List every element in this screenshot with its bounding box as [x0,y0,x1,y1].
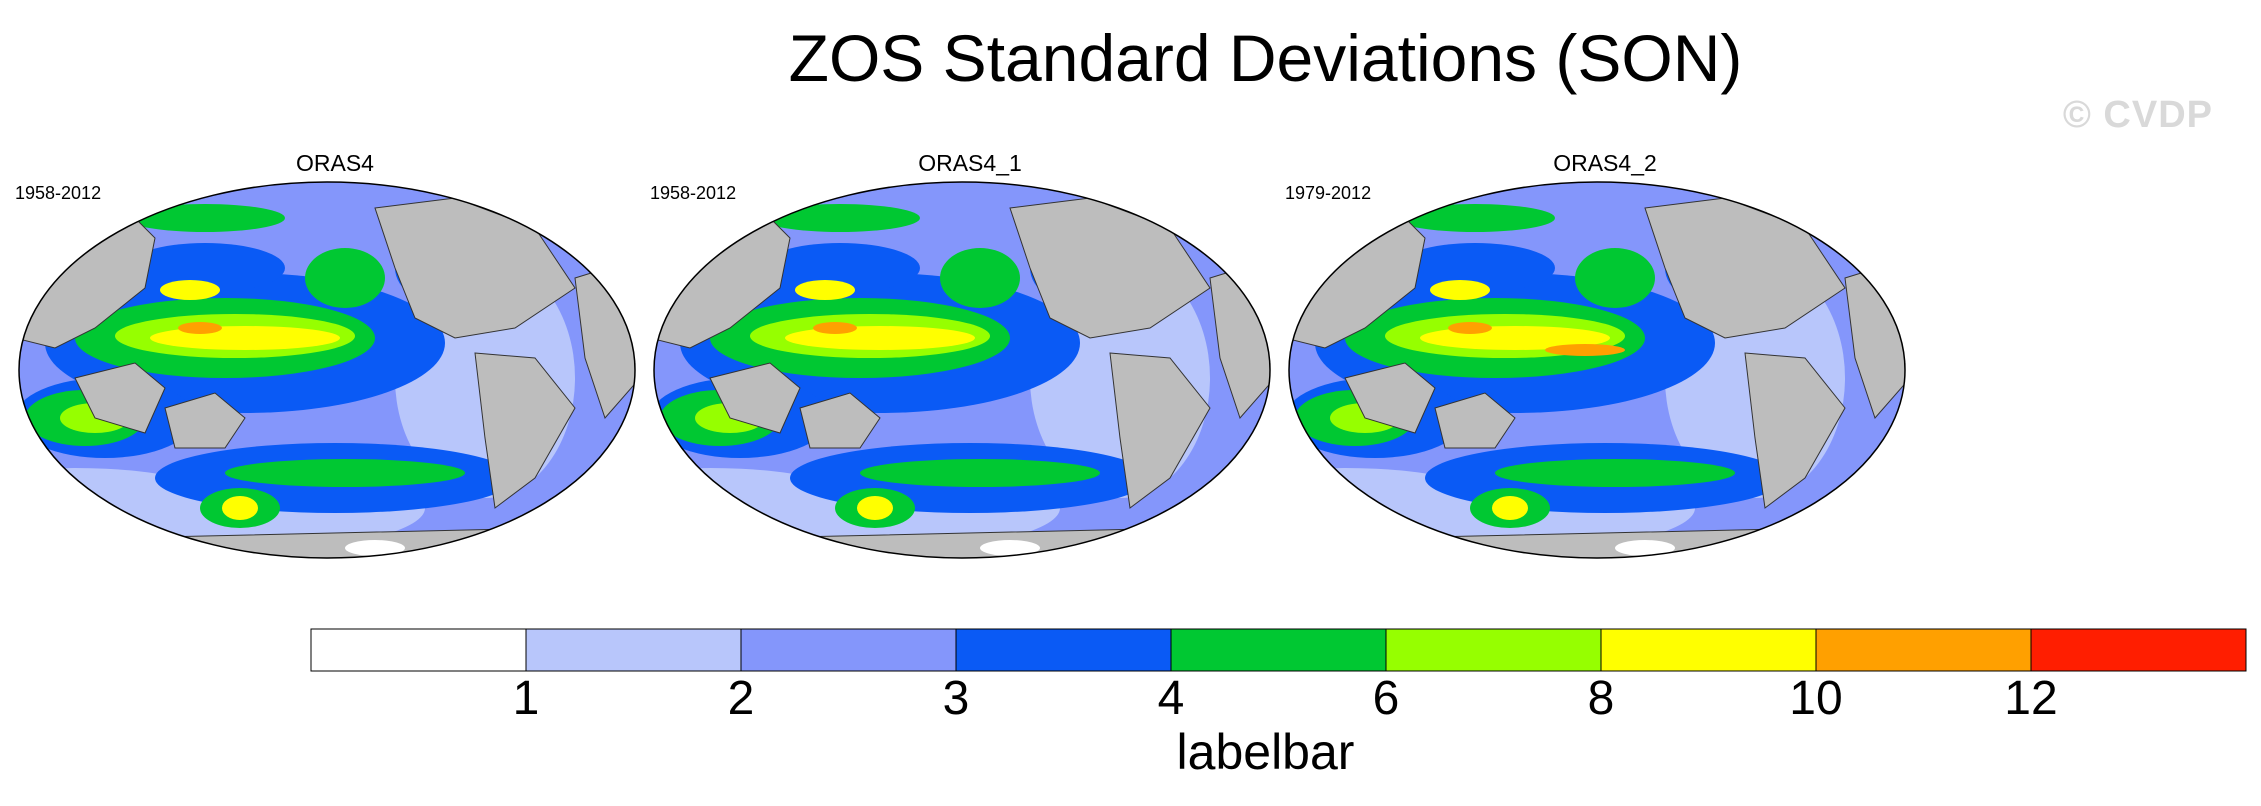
page-title: ZOS Standard Deviations (SON) [788,21,1743,95]
variance-region [813,322,857,334]
landmass [1744,352,1846,509]
landmass [164,392,246,449]
world-map [18,181,636,559]
map-outline [1288,181,1906,559]
landmass [1434,392,1516,449]
labelbar-box [1815,628,2032,672]
ice-shelf [1615,540,1675,556]
map-panel-oras4: ORAS4 1958-2012 [15,148,655,568]
map-outline [18,181,636,559]
labelbar-box [1170,628,1387,672]
variance-region [1495,459,1735,487]
landmass [474,352,576,509]
ice-shelf [980,540,1040,556]
variance-region [225,459,465,487]
labelbar-box [740,628,957,672]
panel-title: ORAS4 [296,150,374,176]
labelbar-tick-label: 12 [2004,672,2057,718]
variance-region [178,322,222,334]
labelbar-tick-label: 10 [1789,672,1842,718]
variance-region [760,204,920,232]
variance-region [1395,243,1555,293]
variance-region [1430,280,1490,300]
map-outline [653,181,1271,559]
landmass [74,362,166,434]
labelbar-box [525,628,742,672]
labelbar-box [1600,628,1817,672]
variance-region [1395,204,1555,232]
map-panel-oras4-1: ORAS4_1 1958-2012 [650,148,1290,568]
variance-region [1448,322,1492,334]
world-map [1288,181,1906,559]
variance-region [1575,248,1655,308]
variance-region [125,243,285,293]
panel-years: 1979-2012 [1285,183,1372,203]
variance-region [760,243,920,293]
variance-region [222,496,258,520]
landmass [1344,362,1436,434]
panel-title: ORAS4_2 [1553,150,1657,176]
labelbar-box [310,628,527,672]
variance-region [860,459,1100,487]
world-map [653,181,1271,559]
variance-region [857,496,893,520]
labelbar-box [1385,628,1602,672]
variance-region [785,326,975,350]
variance-region [1492,496,1528,520]
variance-region [1545,344,1625,356]
variance-region [305,248,385,308]
panel-years: 1958-2012 [650,183,737,203]
labelbar-title: labelbar [1176,724,1355,780]
labelbar-tick-label: 6 [1373,672,1400,718]
labelbar-tick-label: 3 [943,672,970,718]
labelbar-tick-label: 4 [1158,672,1185,718]
map-panel-oras4-2: ORAS4_2 1979-2012 [1285,148,1925,568]
labelbar-tick-label: 8 [1588,672,1615,718]
landmass [1109,352,1211,509]
variance-region [160,280,220,300]
landmass [709,362,801,434]
variance-region [125,204,285,232]
labelbar-box [955,628,1172,672]
panel-title: ORAS4_1 [918,150,1022,176]
cvdp-watermark: © CVDP [2062,94,2213,136]
labelbar-box [2030,628,2247,672]
labelbar-tick-label: 1 [513,672,540,718]
panel-years: 1958-2012 [15,183,102,203]
ice-shelf [345,540,405,556]
variance-region [150,326,340,350]
color-labelbar: 1 2 3 4 6 8 10 12 [310,628,2247,718]
labelbar-tick-label: 2 [728,672,755,718]
variance-region [940,248,1020,308]
variance-region [795,280,855,300]
landmass [799,392,881,449]
